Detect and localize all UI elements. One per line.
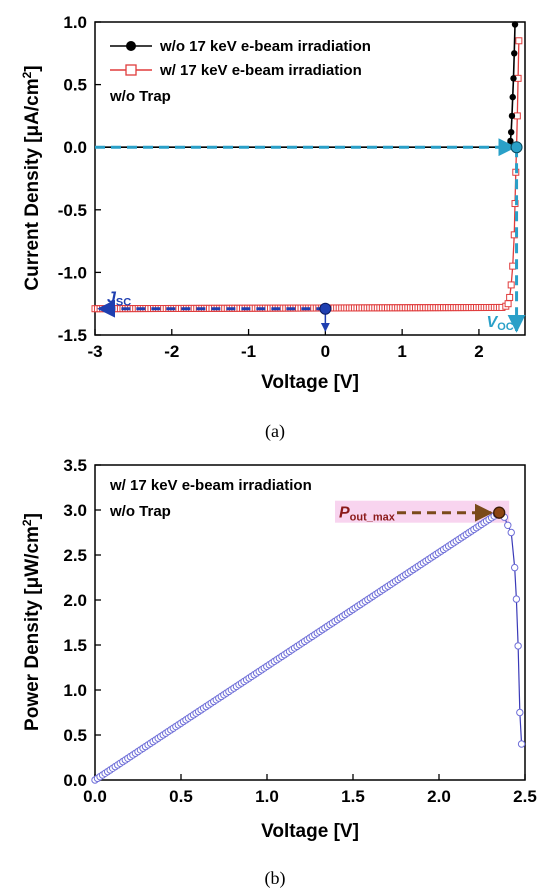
- b-y-tick-label: 2.0: [63, 591, 87, 610]
- b-x-tick-label: 1.0: [255, 787, 279, 806]
- y-axis-title-b: Power Density [μW/cm2]: [20, 513, 43, 731]
- a-x-tick-label: -3: [87, 342, 102, 361]
- y-axis-title-a: Current Density [μA/cm2]: [20, 65, 43, 290]
- y-axis-title-b-unit: W/cm: [22, 526, 43, 577]
- a-x-tick-label: 2: [474, 342, 483, 361]
- jsc-label-sub: SC: [116, 297, 131, 309]
- b-y-tick-label: 3.5: [63, 456, 87, 475]
- data-point-unirradiated: [509, 93, 516, 101]
- data-point-irradiated: [515, 37, 523, 45]
- a-y-tick-label: 0.5: [63, 76, 87, 95]
- data-point-unirradiated: [510, 75, 517, 82]
- pmax-point: [493, 506, 506, 519]
- b-y-tick-label: 1.5: [63, 636, 87, 655]
- data-point-irradiated: [513, 112, 521, 120]
- b-x-tick-label: 0.0: [83, 787, 107, 806]
- data-point-power: [504, 521, 512, 529]
- note-label-a: w/o Trap: [109, 88, 171, 105]
- y-axis-title-a-close: ]: [22, 65, 43, 71]
- y-axis-title-a-unit: A/cm: [22, 78, 43, 124]
- legend-line-b-2: w/o Trap: [109, 503, 171, 520]
- pmax-label-sub: out_max: [350, 512, 396, 524]
- data-point-power: [507, 528, 515, 537]
- panel-label-a: (a): [265, 421, 285, 442]
- data-point-power: [510, 563, 519, 572]
- b-x-tick-label: 2.0: [427, 787, 451, 806]
- a-x-tick-label: 0: [321, 342, 330, 361]
- x-axis-title-b: Voltage [V]: [261, 821, 359, 842]
- voc-label-sub: OC: [497, 321, 514, 333]
- b-x-tick-label: 1.5: [341, 787, 365, 806]
- y-axis-title-a-sup: 2: [20, 71, 34, 78]
- a-y-tick-label: 0.0: [63, 138, 87, 157]
- y-axis-title-a-mu: μ: [22, 125, 43, 137]
- b-y-tick-label: 0.0: [63, 771, 87, 790]
- x-axis-title-a: Voltage [V]: [261, 372, 359, 393]
- b-y-tick-label: 0.5: [63, 726, 87, 745]
- legend-marker-1: [126, 41, 136, 51]
- data-point-power: [514, 642, 522, 650]
- data-point-irradiated: [509, 262, 517, 270]
- x-ticks-b: 0.0 0.5 1.0 1.5 2.0 2.5: [83, 774, 537, 806]
- y-axis-title-b-mu: μ: [22, 577, 43, 589]
- b-y-tick-label: 2.5: [63, 546, 87, 565]
- y-axis-title-b-sup: 2: [20, 519, 34, 526]
- a-x-tick-label: 1: [397, 342, 406, 361]
- data-point-irradiated: [507, 281, 515, 289]
- panel-label-b: (b): [265, 868, 286, 889]
- legend-marker-2: [125, 64, 137, 76]
- data-point-power: [516, 708, 524, 717]
- data-point-irradiated: [506, 293, 514, 301]
- series-group-b: [91, 509, 526, 784]
- b-y-tick-label: 1.0: [63, 681, 87, 700]
- jsc-point: [319, 302, 332, 315]
- voc-point: [510, 141, 523, 154]
- b-x-tick-label: 0.5: [169, 787, 193, 806]
- b-x-tick-label: 2.5: [513, 787, 537, 806]
- x-ticks-a: -3 -2 -1 0 1 2: [87, 329, 484, 361]
- data-point-power: [517, 740, 526, 748]
- a-x-tick-label: -2: [164, 342, 179, 361]
- annotation-bg-b: [335, 500, 510, 523]
- y-ticks-b: 0.0 0.5 1.0 1.5 2.0 2.5 3.0 3.5: [63, 456, 101, 790]
- a-y-tick-label: -1.5: [58, 326, 87, 345]
- y-axis-title-a-main: Current Density [: [22, 136, 43, 291]
- a-y-tick-label: -0.5: [58, 201, 87, 220]
- y-axis-title-b-main: Power Density [: [22, 588, 43, 731]
- legend-b: w/ 17 keV e-beam irradiation w/o Trap: [109, 477, 312, 520]
- legend-label-1: w/o 17 keV e-beam irradiation: [159, 38, 371, 55]
- legend-line-b-1: w/ 17 keV e-beam irradiation: [109, 477, 312, 494]
- b-y-tick-label: 3.0: [63, 501, 87, 520]
- data-point-irradiated: [504, 300, 512, 308]
- data-point-unirradiated: [511, 21, 519, 28]
- a-x-tick-label: -1: [241, 342, 256, 361]
- chart-b: 0.0 0.5 1.0 1.5 2.0 2.5 0.0 0.5 1.0 1.5 2.0 2.5 3.0…: [20, 456, 537, 889]
- data-point-unirradiated: [507, 128, 515, 136]
- a-y-tick-label: 1.0: [63, 13, 87, 32]
- a-y-tick-label: -1.0: [58, 263, 87, 282]
- plot-area-a: [94, 21, 526, 336]
- y-axis-title-b-close: ]: [22, 513, 43, 519]
- legend-a: w/o 17 keV e-beam irradiation w/ 17 keV …: [109, 38, 371, 105]
- data-point-unirradiated: [511, 50, 518, 57]
- pmax-highlight: [335, 500, 510, 523]
- data-point-power: [512, 595, 521, 603]
- data-point-unirradiated: [508, 112, 516, 120]
- y-ticks-a: -1.5 -1.0 -0.5 0.0 0.5 1.0: [58, 13, 101, 345]
- legend-label-2: w/ 17 keV e-beam irradiation: [159, 62, 362, 79]
